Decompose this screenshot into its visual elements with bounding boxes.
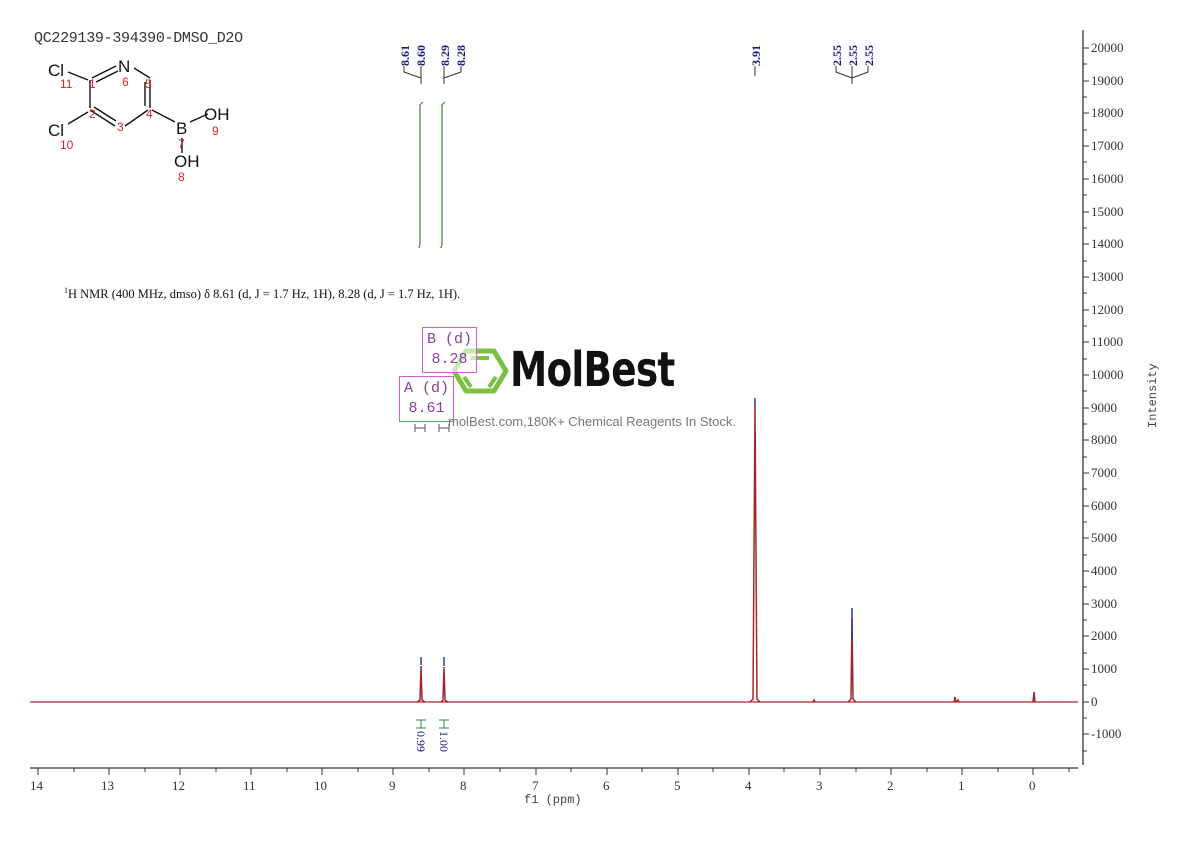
- atom-index-1: 1: [89, 77, 96, 91]
- x-tick-label: 10: [314, 778, 327, 793]
- integral-value: 1.00: [437, 731, 451, 752]
- nmr-description: 1H NMR (400 MHz, dmso) δ 8.61 (d, J = 1.…: [64, 286, 460, 302]
- x-tick-label: 1: [958, 778, 965, 793]
- y-tick-label: 14000: [1091, 236, 1124, 251]
- y-tick-label: 12000: [1091, 302, 1124, 317]
- multiplet-shift: 8.61: [408, 400, 445, 417]
- chemical-structure: Cl N Cl B OH OH 11 6 10 7 9 8 1 2 3 4 5: [48, 57, 230, 184]
- y-tick-label: 0: [1091, 694, 1098, 709]
- integral-curve-a: [418, 101, 424, 249]
- y-tick-label: 9000: [1091, 400, 1117, 415]
- y-tick-label: 20000: [1091, 40, 1124, 55]
- atom-cl-11: Cl: [48, 61, 64, 80]
- atom-index-5: 5: [145, 77, 152, 91]
- atom-index-11: 11: [60, 77, 73, 91]
- x-tick-label: 9: [389, 778, 396, 793]
- x-tick-label: 12: [172, 778, 185, 793]
- y-tick-label: 3000: [1091, 596, 1117, 611]
- integral-value: 0.99: [414, 731, 428, 752]
- x-tick-label: 14: [30, 778, 43, 793]
- atom-index-8: 8: [178, 170, 185, 184]
- nmr-description-text: H NMR (400 MHz, dmso) δ 8.61 (d, J = 1.7…: [68, 287, 461, 302]
- integral-brackets: [416, 719, 449, 729]
- y-tick-label: 1000: [1091, 661, 1117, 676]
- x-tick-label: 7: [532, 778, 539, 793]
- x-tick-label: 2: [887, 778, 894, 793]
- x-tick-label: 13: [101, 778, 114, 793]
- peak-label: 2.55: [830, 45, 844, 66]
- x-tick-label: 0: [1029, 778, 1036, 793]
- peak-markers: [420, 398, 853, 666]
- y-tick-label: 18000: [1091, 105, 1124, 120]
- peak-label-connectors: [403, 66, 869, 84]
- peak-label: 2.55: [846, 45, 860, 66]
- multiplet-name: A (d): [404, 380, 450, 397]
- x-tick-label: 5: [674, 778, 681, 793]
- integral-curve-b: [440, 101, 446, 249]
- y-tick-label: -1000: [1091, 726, 1122, 741]
- y-tick-label: 16000: [1091, 171, 1124, 186]
- y-tick-label: 6000: [1091, 498, 1117, 513]
- spectrum-peaks: [416, 406, 1036, 703]
- y-tick-label: 10000: [1091, 367, 1124, 382]
- y-tick-label: 5000: [1091, 530, 1117, 545]
- peak-label: 3.91: [749, 45, 763, 66]
- peak-label: 2.55: [862, 45, 876, 66]
- watermark-tagline: molBest.com,180K+ Chemical Reagents In S…: [448, 414, 736, 429]
- y-tick-label: 13000: [1091, 269, 1124, 284]
- atom-cl-10: Cl: [48, 121, 64, 140]
- x-axis-ticks: [37, 768, 1070, 775]
- x-tick-label: 4: [745, 778, 752, 793]
- peak-label: 8.29: [438, 45, 452, 66]
- atom-n-6: N: [118, 57, 130, 76]
- atom-index-6: 6: [122, 75, 129, 89]
- x-tick-label: 6: [603, 778, 610, 793]
- multiplet-box-a: A (d) 8.61: [399, 376, 455, 422]
- multiplet-shift: 8.28: [431, 351, 468, 368]
- atom-index-3: 3: [117, 120, 124, 134]
- multiplet-range-markers: [414, 424, 450, 432]
- atom-index-10: 10: [60, 138, 74, 152]
- y-tick-label: 2000: [1091, 628, 1117, 643]
- y-tick-label: 4000: [1091, 563, 1117, 578]
- atom-b-7: B: [176, 119, 187, 138]
- atom-index-2: 2: [89, 107, 96, 121]
- atom-oh-9: OH: [204, 105, 230, 124]
- sample-title: QC229139-394390-DMSO_D2O: [34, 30, 243, 47]
- y-tick-label: 8000: [1091, 432, 1117, 447]
- y-tick-label: 7000: [1091, 465, 1117, 480]
- y-tick-label: 19000: [1091, 73, 1124, 88]
- multiplet-box-b: B (d) 8.28: [422, 327, 478, 373]
- y-axis-title: Intensity: [1146, 363, 1160, 428]
- y-tick-label: 11000: [1091, 334, 1124, 349]
- y-tick-label: 17000: [1091, 138, 1124, 153]
- peak-label: 8.28: [454, 45, 468, 66]
- atom-index-9: 9: [212, 124, 219, 138]
- x-tick-label: 11: [243, 778, 256, 793]
- y-tick-label: 15000: [1091, 204, 1124, 219]
- nmr-nucleus-superscript: 1: [64, 286, 68, 295]
- x-tick-label: 3: [816, 778, 823, 793]
- y-axis-ticks: [1083, 47, 1089, 752]
- atom-oh-8: OH: [174, 152, 200, 171]
- molbest-brand: MolBest: [510, 342, 675, 398]
- x-axis-title: f1 (ppm): [524, 793, 582, 807]
- peak-label: 8.60: [414, 45, 428, 66]
- peak-label: 8.61: [398, 45, 412, 66]
- atom-index-4: 4: [146, 107, 153, 121]
- x-tick-label: 8: [460, 778, 467, 793]
- atom-index-7: 7: [178, 137, 185, 151]
- multiplet-name: B (d): [427, 331, 473, 348]
